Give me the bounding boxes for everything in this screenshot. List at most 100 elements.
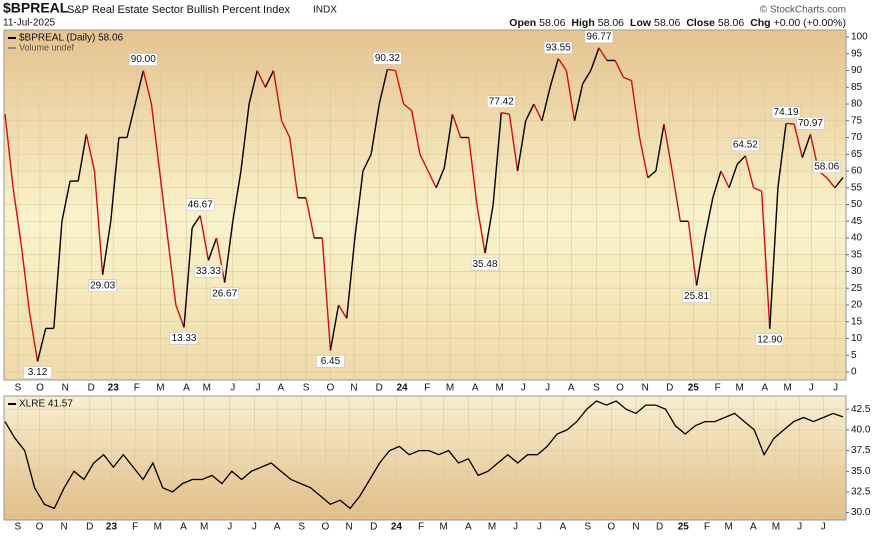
data-label: 12.90 — [757, 334, 782, 345]
line-segment — [85, 134, 96, 172]
x-tick-label: M — [446, 383, 454, 394]
line-segment — [695, 237, 706, 286]
x-tick-label: S — [298, 522, 305, 533]
line-segment — [272, 70, 283, 121]
y-tick-label: 40.0 — [851, 425, 871, 436]
y-tick-label: 30.0 — [851, 507, 871, 518]
y-tick-label: 90 — [851, 65, 863, 76]
quote-value: 58.06 — [598, 17, 624, 29]
x-tick-label: J — [833, 383, 838, 394]
x-tick-label: A — [180, 522, 187, 533]
y-tick-label: 45 — [851, 216, 863, 227]
label-box — [584, 30, 614, 44]
line-segment — [582, 70, 592, 85]
y-tick-label: 32.5 — [851, 487, 871, 498]
line-segment — [321, 237, 332, 351]
x-tick-label: J — [821, 522, 826, 533]
x-tick-label: J — [513, 522, 518, 533]
line-segment — [378, 69, 389, 105]
x-tick-label: M — [203, 383, 211, 394]
line-segment — [687, 221, 698, 286]
y-tick-label: 80 — [851, 99, 863, 110]
x-tick-label: J — [797, 522, 802, 533]
line-segment — [256, 70, 266, 88]
line-segment — [501, 111, 510, 115]
x-tick-label: J — [809, 383, 814, 394]
label-box — [210, 287, 239, 300]
label-box — [812, 160, 841, 173]
x-tick-label: O — [327, 383, 335, 394]
line-segment — [110, 137, 120, 222]
x-tick-label: S — [14, 522, 21, 533]
legend-label: Volume undef — [19, 42, 75, 52]
quote-value: +0.00 (+0.00%) — [774, 17, 846, 29]
line-segment — [28, 311, 39, 362]
line-segment — [443, 113, 454, 168]
data-label: 25.81 — [684, 291, 709, 302]
x-tick-label: 25 — [678, 522, 690, 533]
y-tick-label: 85 — [851, 82, 863, 93]
x-tick-label: A — [465, 522, 472, 533]
x-tick-label: 24 — [391, 522, 403, 533]
x-tick-label: M — [156, 383, 164, 394]
line-segment — [728, 164, 738, 188]
label-box — [755, 333, 785, 347]
label-box — [194, 265, 223, 278]
line-segment — [468, 137, 478, 205]
line-segment — [744, 155, 755, 188]
line-segment — [541, 87, 551, 121]
line-segment — [663, 123, 673, 172]
x-tick-label: 23 — [108, 383, 120, 394]
date: 11-Jul-2025 — [3, 18, 56, 29]
line-segment — [36, 328, 47, 362]
line-segment — [280, 120, 291, 138]
quote-label: Close — [686, 17, 715, 29]
line-segment — [777, 123, 787, 188]
line-segment — [207, 237, 218, 261]
line-segment — [329, 304, 340, 351]
data-label: 93.55 — [546, 42, 571, 53]
y-tick-label: 37.5 — [851, 445, 871, 456]
label-box — [23, 366, 52, 379]
line-segment — [549, 58, 559, 88]
quote-value: 58.06 — [539, 17, 565, 29]
x-tick-label: J — [537, 522, 542, 533]
y-tick-label: 35 — [851, 249, 863, 260]
x-tick-label: N — [345, 522, 352, 533]
line-segment — [598, 47, 608, 61]
label-box — [487, 95, 516, 108]
x-tick-label: 23 — [106, 522, 118, 533]
x-tick-label: A — [277, 383, 284, 394]
line-segment — [370, 103, 380, 155]
x-tick-label: F — [424, 383, 430, 394]
line-segment — [557, 58, 567, 71]
data-label: 29.03 — [90, 280, 115, 291]
line-segment — [525, 103, 535, 122]
y-tick-label: 55 — [851, 182, 863, 193]
x-tick-label: 24 — [396, 383, 408, 394]
line-segment — [492, 112, 502, 205]
line-segment — [769, 187, 779, 329]
y-tick-label: 20 — [851, 300, 863, 311]
x-tick-label: M — [772, 522, 780, 533]
label-box — [470, 257, 500, 271]
line-segment — [305, 197, 315, 239]
y-tick-label: 95 — [851, 48, 863, 59]
line-segment — [623, 76, 632, 82]
line-segment — [232, 170, 242, 222]
x-tick-label: J — [252, 522, 257, 533]
line-segment — [158, 170, 169, 239]
line-segment — [223, 221, 234, 283]
x-tick-label: A — [183, 383, 190, 394]
x-tick-label: J — [230, 383, 235, 394]
x-tick-label: S — [584, 522, 591, 533]
x-tick-label: A — [750, 522, 757, 533]
line-segment — [565, 70, 576, 121]
x-tick-label: N — [632, 522, 639, 533]
line-segment — [167, 237, 177, 306]
data-label: 33.33 — [196, 266, 221, 277]
line-segment — [826, 177, 836, 189]
line-segment — [77, 134, 88, 182]
line-segment — [93, 170, 104, 275]
line-segment — [175, 304, 185, 328]
